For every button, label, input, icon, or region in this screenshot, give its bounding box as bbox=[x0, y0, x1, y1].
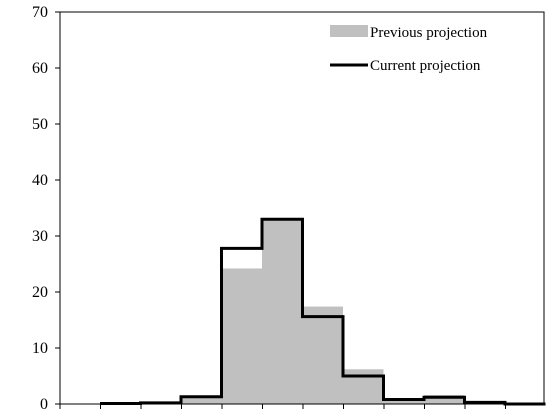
y-tick-label: 30 bbox=[32, 228, 48, 245]
previous-projection-bar bbox=[343, 369, 384, 404]
legend-label-previous: Previous projection bbox=[370, 25, 488, 41]
y-tick-label: 40 bbox=[32, 172, 48, 189]
current-projection-line bbox=[100, 217, 546, 406]
y-tick-label: 60 bbox=[32, 60, 48, 77]
previous-projection-bar bbox=[424, 395, 465, 404]
previous-projection-bar bbox=[181, 397, 222, 404]
previous-projection-bar bbox=[221, 268, 262, 404]
legend-swatch-previous bbox=[330, 25, 368, 37]
y-tick-label: 70 bbox=[32, 4, 48, 21]
previous-projection-bar bbox=[383, 398, 424, 404]
y-tick-label: 50 bbox=[32, 116, 48, 133]
y-tick-label: 0 bbox=[40, 396, 48, 413]
y-tick-label: 20 bbox=[32, 284, 48, 301]
previous-projection-bar bbox=[262, 219, 303, 404]
legend-label-current: Current projection bbox=[370, 58, 481, 74]
plot-frame bbox=[59, 11, 545, 405]
previous-projection-bar bbox=[302, 306, 343, 404]
y-tick-label: 10 bbox=[32, 340, 48, 357]
